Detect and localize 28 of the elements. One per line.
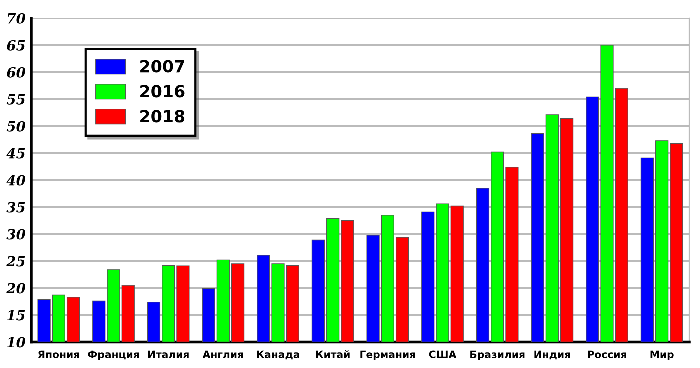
y-tick-label: 25 <box>6 256 26 267</box>
y-tick-label: 60 <box>7 67 26 78</box>
y-tick-label: 50 <box>6 121 26 132</box>
y-tick-label: 45 <box>6 148 26 159</box>
x-tick-label: США <box>429 350 457 358</box>
x-tick-label: Канада <box>257 350 300 360</box>
x-tick-label: Индия <box>534 350 570 360</box>
x-tick-label: Франция <box>88 350 140 360</box>
legend-label: 2018 <box>140 110 185 123</box>
y-tick-label: 55 <box>6 94 26 105</box>
y-tick-label: 65 <box>7 40 26 51</box>
y-tick-label: 20 <box>6 283 26 294</box>
x-tick-label: Мир <box>650 350 674 360</box>
y-tick-label: 40 <box>6 175 26 186</box>
y-tick-label: 70 <box>8 13 26 24</box>
y-tick-label: 15 <box>8 310 26 321</box>
legend-label: 2007 <box>140 60 184 73</box>
y-tick-label: 35 <box>6 202 26 213</box>
x-tick-label: Япония <box>38 350 80 358</box>
x-tick-label: Китай <box>316 350 350 358</box>
y-tick-label: 10 <box>8 337 26 348</box>
y-tick-label: 30 <box>6 229 26 240</box>
legend-label: 2016 <box>140 85 185 98</box>
x-tick-label: Россия <box>588 350 626 358</box>
x-tick-label: Бразилия <box>470 350 525 360</box>
x-tick-label: Германия <box>360 350 416 360</box>
x-tick-label: Англия <box>202 350 244 358</box>
x-tick-label: Италия <box>148 350 189 358</box>
